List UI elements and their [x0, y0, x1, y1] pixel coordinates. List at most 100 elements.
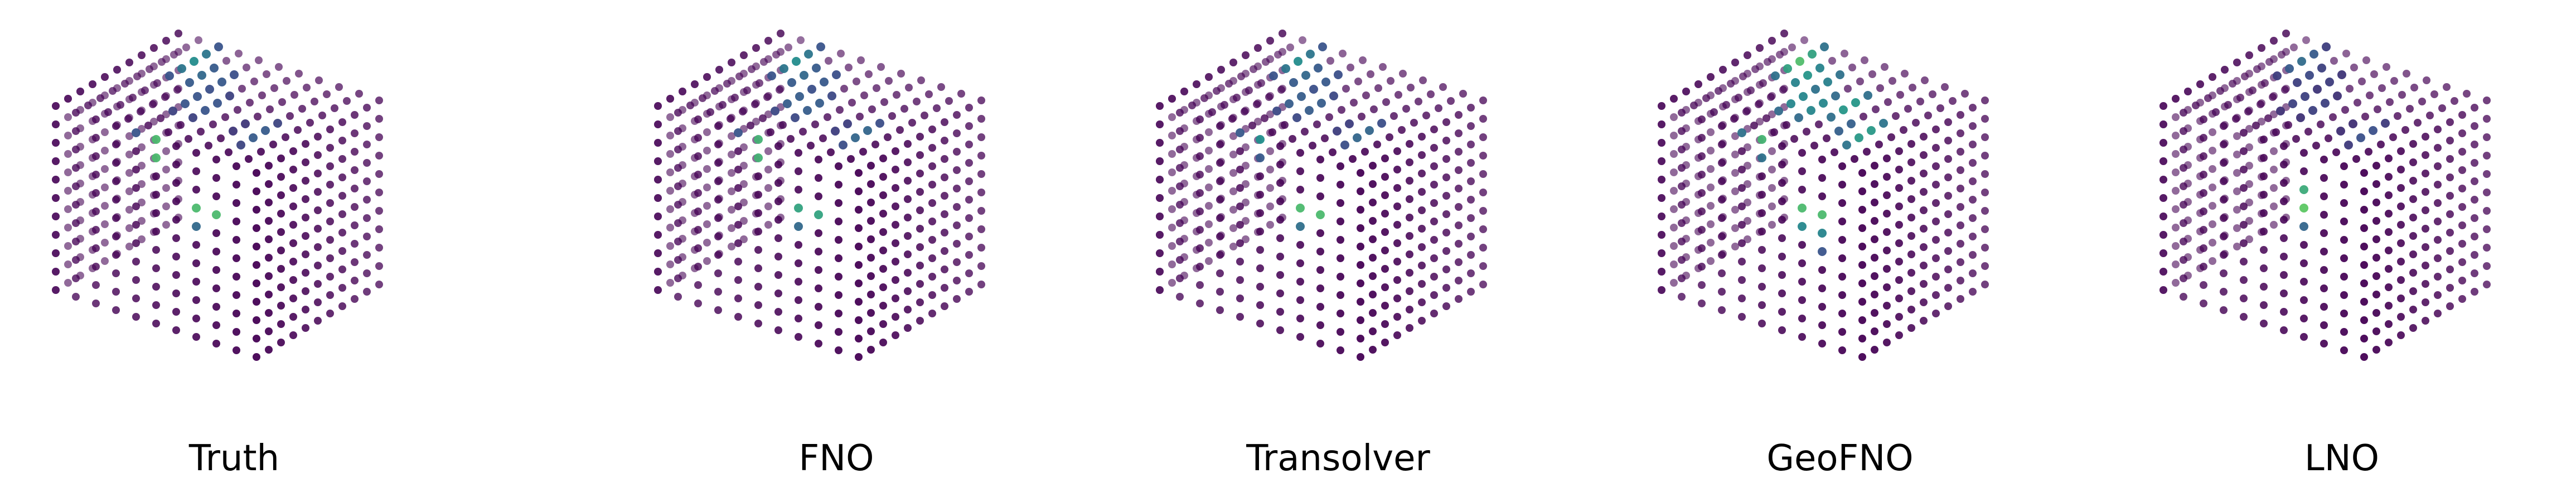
scatter-point	[1381, 283, 1389, 291]
scatter-point	[855, 261, 863, 269]
scatter-point	[1932, 236, 1940, 244]
scatter-point	[152, 264, 160, 272]
scatter-point	[1279, 30, 1286, 37]
scatter-point	[1844, 85, 1852, 93]
scatter-point	[125, 59, 133, 66]
scatter-point	[1357, 224, 1364, 232]
scatter-point	[2458, 129, 2466, 137]
scatter-point	[754, 320, 762, 327]
scatter-point	[1860, 113, 1867, 120]
scatter-point	[2200, 300, 2207, 307]
scatter-point	[2220, 251, 2228, 259]
scatter-point-hot	[832, 70, 841, 79]
scatter-point	[2260, 154, 2268, 162]
scatter-point	[1872, 105, 1880, 113]
scatter-point	[2172, 242, 2180, 250]
scatter-point	[1920, 188, 1928, 196]
scatter-point	[691, 80, 699, 88]
scatter-point	[1479, 281, 1487, 288]
scatter-point	[2180, 256, 2187, 264]
scatter-point	[795, 296, 802, 304]
scatter-point	[338, 229, 346, 236]
scatter-point	[286, 112, 294, 120]
scatter-point	[2422, 298, 2429, 306]
scatter-point	[2269, 93, 2277, 101]
scatter-point	[953, 203, 961, 211]
scatter-point	[1694, 80, 1702, 88]
scatter-point	[1944, 229, 1952, 236]
scatter-point	[928, 273, 936, 281]
scatter-point	[2265, 58, 2273, 66]
scatter-point	[1361, 148, 1369, 156]
scatter-point	[1168, 132, 1176, 139]
scatter-point	[2300, 278, 2308, 286]
scatter-point	[1339, 50, 1347, 57]
scatter-point	[2410, 84, 2418, 91]
scatter-point	[2401, 126, 2409, 134]
scatter-point	[1257, 79, 1265, 87]
scatter-point	[1756, 44, 1764, 52]
scatter-point	[2200, 226, 2207, 234]
scatter-point	[1358, 113, 1366, 120]
scatter-point	[1678, 238, 1686, 245]
scatter-point	[302, 140, 309, 148]
scatter-point	[1698, 171, 1706, 178]
scatter-point	[1920, 170, 1928, 177]
scatter-point	[2300, 333, 2308, 341]
scatter-point	[1455, 258, 1463, 266]
scatter-point	[234, 106, 241, 114]
scatter-point	[694, 263, 702, 271]
scatter-point-hot	[202, 50, 211, 59]
scatter-point	[1764, 58, 1771, 66]
scatter-point	[2233, 59, 2241, 66]
scatter-point	[125, 243, 133, 250]
scatter-point	[375, 170, 383, 178]
scatter-point	[1266, 184, 1274, 192]
scatter-point	[2240, 221, 2248, 229]
scatter-point	[1871, 327, 1878, 335]
scatter-point	[1216, 214, 1224, 222]
scatter-point	[1268, 128, 1276, 136]
scatter-point	[2422, 262, 2429, 269]
scatter-point	[734, 202, 742, 210]
scatter-point	[52, 268, 60, 276]
scatter-point	[1242, 51, 1250, 59]
scatter-point	[941, 173, 948, 181]
scatter-point	[965, 141, 973, 148]
scatter-point	[2159, 213, 2167, 220]
scatter-point-hot	[214, 42, 223, 51]
scatter-point	[2300, 241, 2308, 249]
scatter-point	[2352, 155, 2360, 163]
scatter-point	[265, 291, 273, 298]
scatter-point	[2249, 86, 2257, 94]
scatter-point	[152, 228, 160, 235]
scatter-point	[1758, 228, 1766, 235]
scatter-point	[2172, 168, 2180, 176]
scatter-point	[855, 316, 863, 324]
scatter-point	[835, 291, 842, 299]
scatter-point	[868, 105, 876, 113]
scatter-point-hot	[2333, 91, 2342, 100]
scatter-point	[152, 172, 160, 180]
scatter-point	[728, 132, 735, 140]
scatter-point	[72, 127, 80, 135]
scatter-point	[64, 242, 72, 250]
scatter-point	[1168, 95, 1176, 103]
scatter-point	[2304, 128, 2312, 136]
scatter-point	[175, 30, 182, 37]
scatter-point	[703, 147, 711, 155]
scatter-point	[2172, 279, 2180, 287]
scatter-point	[112, 122, 120, 130]
scatter-point	[1467, 251, 1475, 259]
scatter-point	[2180, 201, 2187, 209]
scatter-point	[2434, 273, 2442, 281]
scatter-point	[1778, 234, 1786, 242]
scatter-point	[250, 78, 258, 85]
scatter-point	[2233, 151, 2241, 158]
scatter-point	[2438, 104, 2446, 112]
scatter-point	[2220, 159, 2228, 167]
scatter-point	[1981, 133, 1989, 141]
scatter-point	[351, 203, 359, 211]
scatter-point	[1670, 168, 1678, 176]
scatter-point	[1731, 224, 1739, 232]
